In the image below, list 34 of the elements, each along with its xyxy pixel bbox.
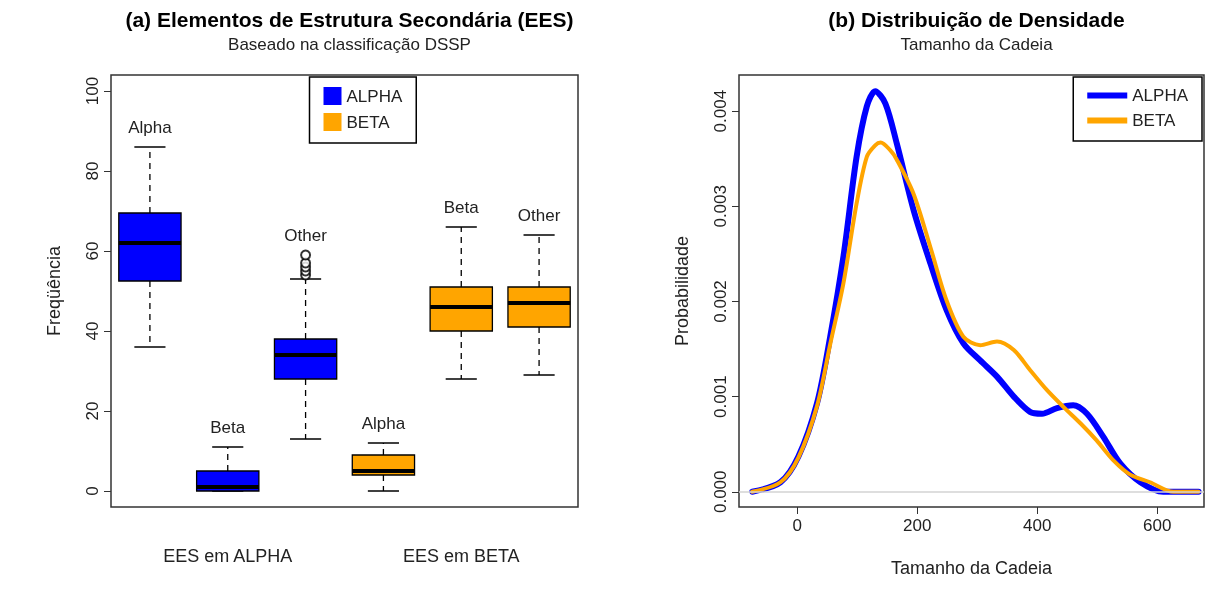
x-tick-label: 600 [1143, 516, 1172, 535]
y-tick-label: 0.003 [711, 185, 730, 228]
y-axis-title: Freqüência [44, 244, 64, 337]
y-tick-label: 60 [83, 241, 102, 261]
legend-label: BETA [346, 112, 391, 132]
chart-subtitle: Baseado na classificação DSSP [228, 35, 471, 54]
annotation: Other [284, 225, 328, 245]
x-tick-label: 400 [1023, 516, 1052, 535]
annotation: Alpha [128, 117, 173, 137]
chart-title: (b) Distribuição de Densidade [828, 8, 1125, 31]
x-axis-title: Tamanho da Cadeia [890, 558, 1054, 578]
y-tick-label: 80 [83, 161, 102, 181]
annotation: Alpha [361, 413, 406, 433]
chart-title: (a) Elementos de Estrutura Secondária (EES) [125, 8, 574, 31]
chart-subtitle: Tamanho da Cadeia [900, 35, 1054, 54]
y-tick-label: 20 [83, 401, 102, 421]
x-tick-label: EES em BETA [402, 546, 520, 566]
legend-label: BETA [1132, 111, 1177, 130]
legend-label: ALPHA [1132, 86, 1189, 105]
annotation: Beta [443, 197, 480, 217]
x-tick-label: 0 [792, 516, 802, 535]
y-tick-label: 0.001 [711, 375, 730, 418]
y-tick-label: 100 [83, 76, 102, 106]
y-tick-label: 0 [83, 486, 102, 496]
legend-label: ALPHA [346, 86, 403, 106]
y-tick-label: 0.002 [711, 280, 730, 323]
x-tick-label: 200 [903, 516, 932, 535]
x-tick-label: EES em ALPHA [163, 546, 293, 566]
y-tick-label: 0.004 [711, 89, 730, 133]
y-tick-label: 0.000 [711, 470, 730, 514]
annotation: Beta [210, 417, 246, 437]
annotation: Other [517, 205, 561, 225]
y-axis-title: Probabilidade [672, 235, 692, 347]
y-tick-label: 40 [83, 321, 102, 341]
